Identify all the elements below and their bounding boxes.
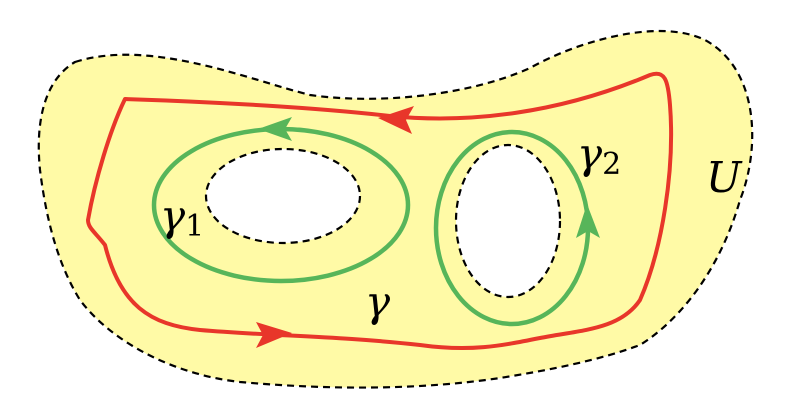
label-gamma-1: γ1 [160, 191, 204, 244]
label-gamma-2-subscript: 2 [602, 147, 621, 182]
label-gamma: γ [365, 277, 391, 326]
outer-curve-arrow-top [378, 106, 414, 134]
label-gamma-1-subscript: 1 [185, 209, 204, 244]
region-u [37, 29, 754, 389]
outer-curve-gamma [86, 71, 674, 351]
hole-2 [454, 143, 562, 299]
label-gamma-2: γ2 [577, 129, 621, 182]
label-u: U [706, 153, 743, 202]
curve-gamma-1-arrow [258, 117, 292, 141]
curve-gamma-2-arrow [576, 204, 600, 238]
hole-1 [204, 147, 362, 245]
label-gamma-1-symbol: γ [160, 191, 186, 240]
label-gamma-2-symbol: γ [577, 129, 603, 178]
outer-curve-arrow-bottom [256, 322, 292, 348]
